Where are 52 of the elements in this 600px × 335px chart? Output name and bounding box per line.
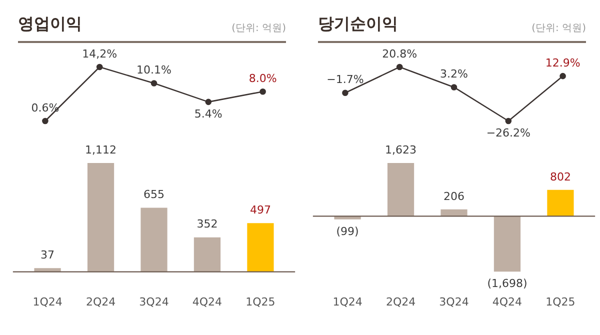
point [42,118,48,124]
data-label: −26.2% [486,126,530,140]
x-tick-label: 1Q25 [246,295,276,308]
x-tick-label: 1Q24 [32,295,62,308]
point [505,118,512,124]
data-label: 10.1% [136,64,172,77]
x-tick-label: 1Q25 [546,295,576,308]
bar [440,209,468,216]
data-label: 37 [40,248,55,262]
point [396,64,403,70]
bar [87,163,114,272]
x-tick-label: 3Q24 [139,295,169,308]
bar [194,237,221,272]
data-label: 0.6% [31,101,60,114]
data-label: (1,698) [487,277,528,290]
x-tick-label: 1Q24 [332,295,362,308]
point [205,98,212,106]
bar [547,190,574,216]
data-label: 20.8% [382,47,418,60]
x-tick-label: 2Q24 [386,295,416,308]
bar [247,223,274,272]
data-label: 352 [196,218,218,231]
chart-subtitle: (단위: 억원) [532,22,586,35]
point [560,72,566,80]
point [260,88,266,95]
data-label: 655 [144,188,164,202]
chart-title: 당기순이익 [318,14,398,35]
chart-title: 영업이익 [18,14,82,35]
chart-subtitle: (단위: 억원) [232,22,286,35]
data-label: 14,2% [82,47,118,60]
data-label: 497 [250,204,271,217]
x-tick-label: 2Q24 [86,295,116,308]
data-label: 12.9% [545,56,580,70]
point [450,84,458,90]
data-label: 3.2% [440,68,468,81]
point [96,64,103,70]
x-tick-label: 3Q24 [439,295,469,308]
bar [140,208,168,272]
data-label: −1.7% [326,73,364,86]
point [342,90,348,96]
data-label: 1,623 [385,143,417,156]
data-label: 802 [550,170,571,184]
point [150,80,158,86]
data-label: 1,112 [85,143,117,156]
x-tick-label: 4Q24 [192,295,222,308]
x-tick-label: 4Q24 [492,295,522,308]
bar [494,216,521,272]
bar [387,163,414,216]
data-label: 206 [444,190,464,203]
data-label: 5.4% [194,107,222,120]
data-label: (99) [336,224,359,238]
data-label: 8.0% [248,72,277,85]
